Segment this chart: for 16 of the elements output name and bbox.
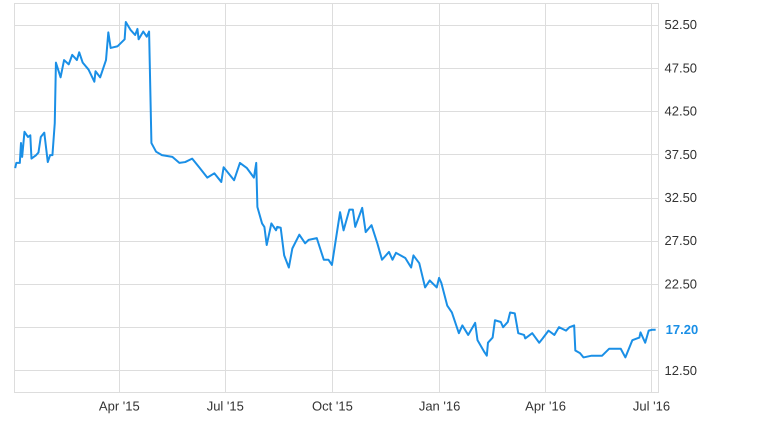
y-tick-label: 52.50 <box>664 17 698 32</box>
y-tick-label: 27.50 <box>664 233 698 248</box>
y-tick-label: 12.50 <box>664 362 698 378</box>
x-tick-label: Jul '16 <box>632 398 670 414</box>
x-tick-label: Apr '15 <box>98 398 140 414</box>
y-tick-label: 42.50 <box>664 104 698 119</box>
y-tick-label: 22.50 <box>664 276 698 292</box>
annotation: 17.20 <box>666 322 698 337</box>
x-tick-label: Apr '16 <box>525 398 566 414</box>
line-series <box>14 21 657 358</box>
y-tick-label: 47.50 <box>664 60 698 76</box>
y-tick-label: 32.50 <box>664 190 698 205</box>
y-tick-label: 37.50 <box>664 146 698 162</box>
x-tick-label: Jan '16 <box>418 398 460 414</box>
x-tick-label: Jul '15 <box>206 398 244 414</box>
x-tick-label: Oct '15 <box>312 398 353 414</box>
